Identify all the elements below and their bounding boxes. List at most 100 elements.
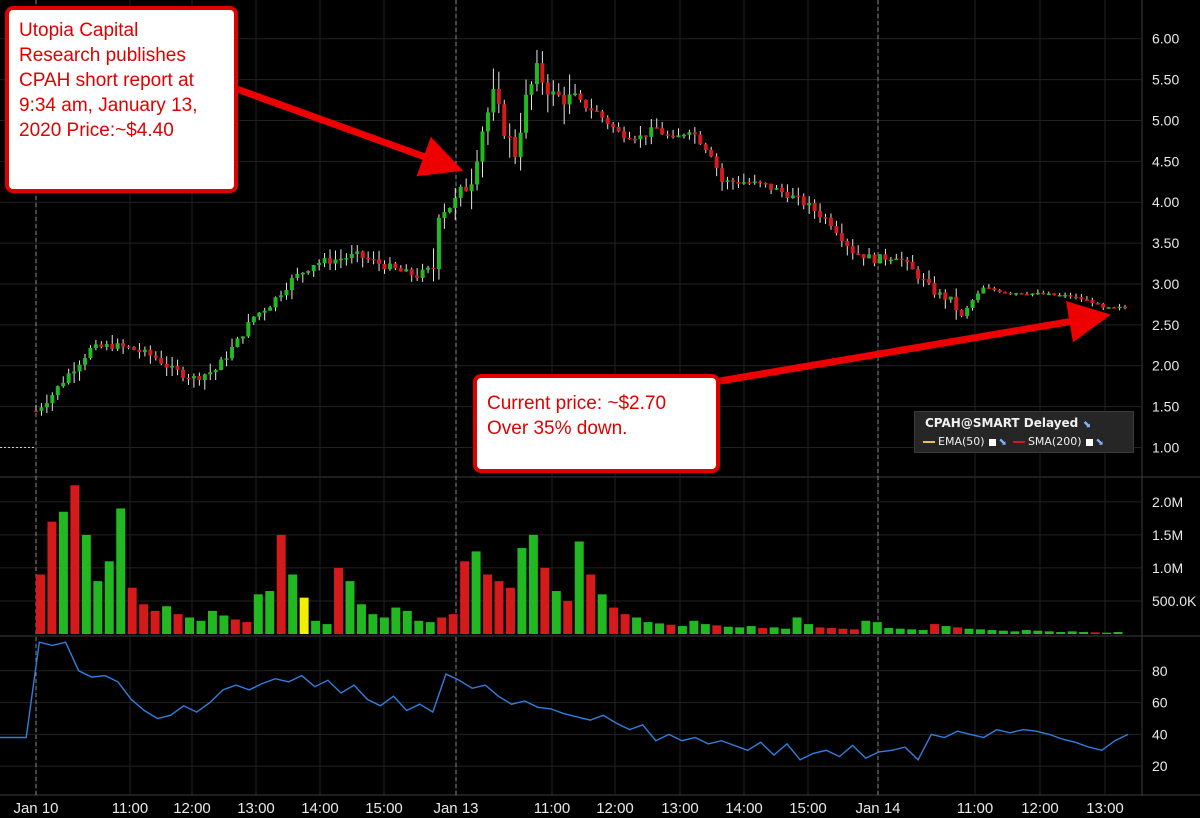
volume-bar — [987, 630, 997, 634]
price-tick-label: 4.50 — [1152, 153, 1179, 169]
volume-bar — [907, 629, 917, 634]
candle-body — [551, 91, 556, 95]
candle-body — [921, 278, 926, 281]
volume-bar — [1067, 631, 1077, 634]
volume-bar — [334, 567, 344, 634]
candle-body — [485, 112, 490, 132]
candle-body — [545, 82, 550, 95]
volume-bar — [219, 615, 229, 634]
volume-bar — [700, 624, 710, 634]
volume-bar — [758, 628, 768, 634]
chart-legend[interactable]: CPAH@SMART Delayed ⬊ EMA(50) ⬊ SMA(200) ⬊ — [914, 411, 1134, 453]
volume-panel — [36, 485, 1123, 634]
candle-body — [567, 94, 572, 105]
candle-body — [660, 128, 665, 135]
candle-body — [807, 202, 812, 206]
volume-bar — [941, 626, 951, 634]
candle-body — [284, 290, 289, 296]
candle-body — [1123, 306, 1127, 309]
candle-body — [997, 290, 1002, 293]
candle-body — [965, 307, 970, 316]
candle-body — [779, 188, 784, 193]
oscillator-tick-label: 20 — [1152, 758, 1168, 774]
candle-body — [986, 287, 991, 290]
settings-icon[interactable]: ⬊ — [1082, 419, 1091, 430]
candle-body — [333, 259, 338, 264]
volume-bar — [677, 626, 687, 634]
candle-body — [186, 377, 191, 380]
candle-body — [257, 312, 262, 317]
candle-body — [600, 111, 605, 118]
sma-toggle-icon[interactable] — [1085, 438, 1093, 446]
volume-bar — [1033, 630, 1043, 634]
candle-body — [458, 186, 463, 198]
volume-bar — [884, 628, 894, 634]
ema-toggle-icon[interactable] — [988, 438, 996, 446]
candle-body — [344, 258, 349, 260]
candle-body — [110, 344, 115, 349]
candle-body — [142, 349, 147, 353]
candle-body — [524, 94, 529, 133]
candle-body — [175, 365, 180, 370]
candle-body — [671, 135, 676, 138]
candle-body — [529, 84, 534, 95]
volume-bar — [609, 607, 619, 634]
volume-bar — [861, 620, 871, 634]
volume-bar — [586, 574, 596, 634]
candle-body — [349, 254, 354, 259]
candle-body — [99, 344, 104, 347]
candle-body — [170, 365, 175, 368]
sma-settings-icon[interactable]: ⬊ — [1095, 437, 1104, 448]
volume-bar — [826, 628, 836, 634]
price-tick-label: 2.00 — [1152, 358, 1179, 374]
volume-bar — [849, 629, 859, 634]
candle-body — [736, 182, 741, 184]
candle-body — [213, 370, 218, 373]
legend-sma[interactable]: SMA(200) — [1027, 435, 1082, 448]
candle-body — [311, 265, 316, 272]
candle-body — [420, 269, 425, 278]
candle-body — [93, 344, 98, 348]
candle-body — [1030, 293, 1035, 295]
candle-body — [818, 211, 823, 218]
candle-body — [246, 322, 251, 337]
x-tick-label: Jan 14 — [855, 800, 900, 817]
price-tick-label: 1.00 — [1152, 439, 1179, 455]
volume-bar — [368, 614, 378, 634]
ema-settings-icon[interactable]: ⬊ — [998, 437, 1007, 448]
volume-bar — [746, 626, 756, 634]
volume-bar — [448, 614, 458, 634]
candle-body — [823, 217, 828, 219]
candle-body — [785, 192, 790, 198]
candle-body — [556, 91, 561, 95]
candle-body — [725, 180, 730, 183]
candle-body — [1035, 292, 1040, 295]
candle-body — [355, 251, 360, 255]
candle-body — [698, 134, 703, 145]
volume-bar — [322, 624, 332, 634]
candle-body — [1041, 292, 1046, 295]
volume-bar — [437, 617, 447, 634]
volume-bar — [574, 541, 584, 634]
candle-body — [741, 182, 746, 184]
candle-body — [464, 186, 469, 191]
candle-body — [605, 117, 610, 125]
price-tick-label: 3.00 — [1152, 276, 1179, 292]
candle-body — [1101, 303, 1106, 308]
candle-body — [888, 259, 893, 261]
candle-body — [235, 338, 240, 348]
candle-body — [905, 259, 910, 262]
candle-body — [398, 268, 403, 272]
candle-body — [845, 241, 850, 247]
candle-body — [622, 131, 627, 138]
legend-ema[interactable]: EMA(50) — [938, 435, 985, 448]
candle-body — [867, 254, 872, 259]
candle-body — [436, 217, 441, 270]
oscillator-tick-label: 40 — [1152, 726, 1168, 742]
candle-body — [1084, 299, 1089, 301]
candle-body — [377, 259, 382, 264]
annotation-arrows — [232, 84, 1111, 386]
candle-body — [447, 207, 452, 213]
candle-body — [382, 263, 387, 270]
candle-body — [219, 359, 224, 371]
